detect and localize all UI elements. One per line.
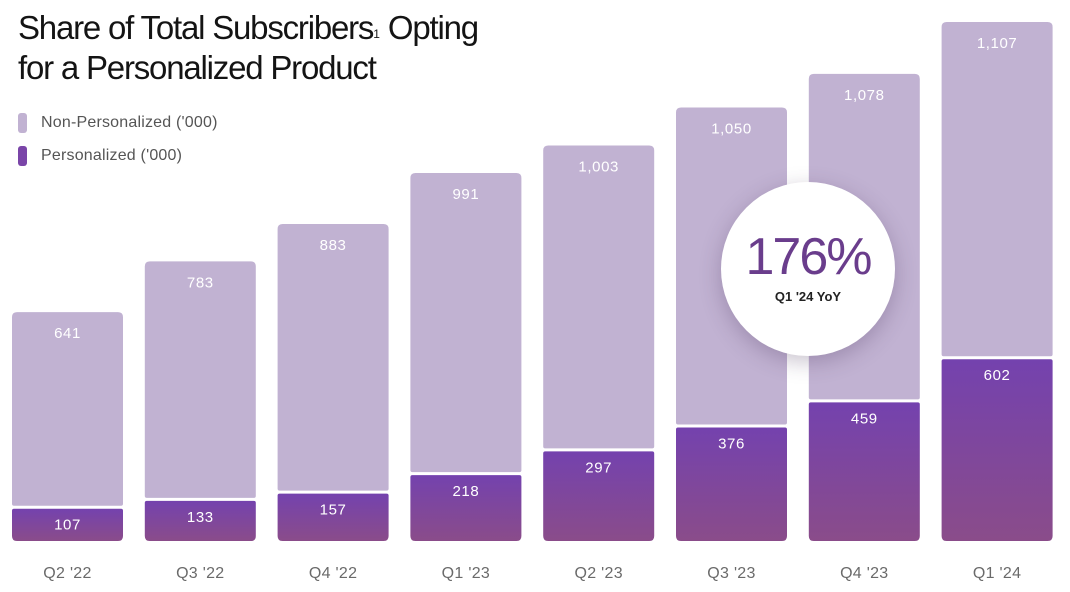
chart-title: Share of Total Subscribers1 Opting for a … xyxy=(18,8,578,88)
legend-swatch-non-personalized xyxy=(18,112,27,133)
x-tick-label: Q1 '24 xyxy=(973,565,1021,582)
x-tick-label: Q2 '23 xyxy=(574,565,622,582)
data-label-personalized: 133 xyxy=(187,509,214,526)
x-tick-label: Q3 '22 xyxy=(176,565,224,582)
chart-legend: Non-Personalized ('000) Personalized ('0… xyxy=(18,106,218,172)
data-label-personalized: 107 xyxy=(54,517,81,534)
data-label-non-personalized: 1,078 xyxy=(844,87,885,104)
yoy-callout: 176% Q1 '24 YoY xyxy=(721,182,895,356)
data-label-non-personalized: 783 xyxy=(187,274,214,291)
bar-personalized xyxy=(277,493,389,541)
bars-group: 107 641 Q2 '22 133 783 Q3 '22 157 883 Q4 '22 218 9… xyxy=(12,22,1053,582)
bar-non-personalized xyxy=(410,172,522,473)
data-label-non-personalized: 641 xyxy=(54,325,81,342)
data-label-non-personalized: 883 xyxy=(320,237,347,254)
data-label-personalized: 602 xyxy=(984,367,1011,384)
bar-personalized xyxy=(808,402,920,541)
data-label-personalized: 157 xyxy=(320,502,347,519)
bar-non-personalized xyxy=(12,312,123,506)
data-label-personalized: 218 xyxy=(452,483,479,500)
data-label-personalized: 297 xyxy=(585,459,612,476)
legend-label-non-personalized: Non-Personalized ('000) xyxy=(41,113,218,131)
bar-non-personalized xyxy=(941,22,1053,357)
bar-non-personalized xyxy=(277,223,389,491)
data-label-personalized: 376 xyxy=(718,435,745,452)
bar-personalized xyxy=(676,427,787,541)
data-label-non-personalized: 1,003 xyxy=(578,158,619,175)
callout-label: Q1 '24 YoY xyxy=(774,288,842,304)
legend-item-personalized: Personalized ('000) xyxy=(18,139,218,172)
legend-swatch-personalized xyxy=(18,145,27,166)
x-tick-label: Q2 '22 xyxy=(43,565,91,582)
title-footnote-marker: 1 xyxy=(373,27,380,41)
x-tick-label: Q1 '23 xyxy=(442,565,490,582)
title-line-1: Share of Total Subscribers xyxy=(18,9,374,46)
data-label-non-personalized: 991 xyxy=(452,186,479,203)
bar-non-personalized xyxy=(543,145,655,449)
legend-item-non-personalized: Non-Personalized ('000) xyxy=(18,106,218,139)
data-label-personalized: 459 xyxy=(851,410,878,427)
bar-personalized xyxy=(12,508,123,541)
x-tick-label: Q3 '23 xyxy=(707,565,755,582)
data-label-non-personalized: 1,107 xyxy=(977,35,1018,52)
data-label-non-personalized: 1,050 xyxy=(711,120,752,137)
bar-personalized xyxy=(144,500,256,541)
x-tick-label: Q4 '23 xyxy=(840,565,888,582)
legend-label-personalized: Personalized ('000) xyxy=(41,146,183,164)
bar-non-personalized xyxy=(144,261,256,498)
callout-value: 176% xyxy=(745,227,873,286)
x-tick-label: Q4 '22 xyxy=(309,565,357,582)
title-line-2: for a Personalized Product xyxy=(18,49,377,86)
bar-personalized xyxy=(941,359,1053,541)
bar-personalized xyxy=(410,475,522,541)
title-line-1-end: Opting xyxy=(379,9,479,46)
bar-personalized xyxy=(543,451,655,541)
